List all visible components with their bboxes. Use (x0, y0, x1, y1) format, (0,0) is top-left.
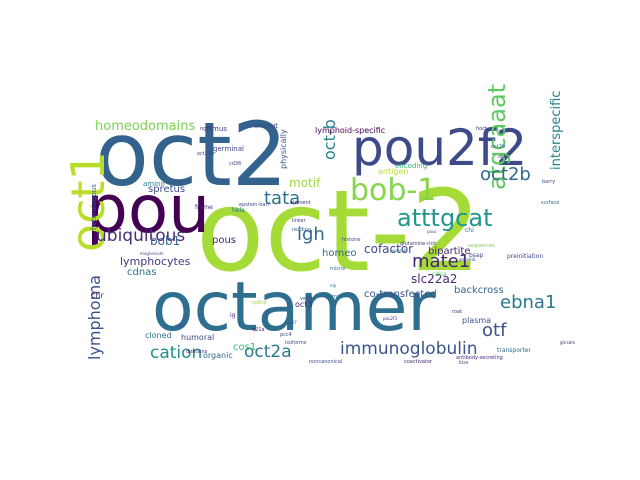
cloud-word: oct7 (288, 320, 297, 325)
cloud-word: histone (342, 237, 360, 243)
cloud-word: lymphoid-specific (315, 126, 385, 135)
cloud-word: cdnas (127, 267, 157, 278)
cloud-word: hela (232, 207, 245, 214)
cloud-word: antigen (378, 167, 408, 176)
cloud-word: linker (292, 218, 307, 224)
cloud-word: immunoglobulin (340, 339, 478, 359)
cloud-word: coactivator (404, 359, 433, 365)
cloud-word: pou2f2 (352, 119, 527, 177)
cloud-word: homeodomains (95, 119, 195, 134)
cloud-word: atgcaaat (483, 84, 511, 190)
cloud-word: pous (212, 235, 236, 246)
cloud-word: cloned (145, 331, 172, 340)
cloud-word: magnesium (140, 251, 164, 256)
cloud-word: atttgcat (397, 204, 492, 232)
cloud-word: reading (292, 227, 311, 233)
cloud-word: otf (482, 320, 507, 341)
cloud-word: isoforms (285, 340, 307, 346)
cloud-word: slc22a2 (411, 272, 457, 286)
cloud-word: octamer (152, 268, 435, 347)
cloud-word: cos1 (233, 342, 256, 353)
cloud-word: mus (212, 125, 227, 133)
cloud-word: ig (230, 312, 236, 319)
cloud-word: oct1 (61, 151, 115, 252)
cloud-word: ngf3 (200, 126, 211, 132)
cloud-word: oct-b (320, 119, 339, 160)
cloud-word: splice (252, 300, 266, 306)
cloud-word: amino (143, 180, 165, 188)
cloud-word: tata (264, 188, 300, 209)
cloud-word: element (290, 200, 311, 206)
cloud-word: cd36 (229, 161, 241, 167)
cloud-word: epstein-barr (239, 202, 270, 208)
cloud-word: domains (186, 349, 208, 355)
cloud-word: pouc (427, 229, 437, 234)
cloud-word: heterologous (90, 184, 98, 230)
cloud-word: igh (297, 224, 325, 245)
cloud-word: cdna (432, 271, 447, 278)
cloud-word: motif (289, 176, 321, 190)
cloud-word: oct2b (480, 164, 531, 185)
cloud-word: glutamine-rich (400, 241, 436, 247)
cloud-word: humoral (181, 333, 214, 342)
cloud-word: gefinitib (459, 257, 476, 262)
cloud-word: antibody-secreting (456, 355, 503, 361)
cloud-word: verdin (300, 296, 316, 302)
cloud-word: roat (452, 309, 462, 315)
cloud-word: mate1 (412, 251, 470, 272)
cloud-word: kiss (459, 360, 469, 366)
cloud-word: sequences (468, 243, 495, 249)
cloud-word: oct3 (295, 300, 313, 309)
cloud-word: noncanonical (309, 359, 342, 365)
cloud-word: surface (541, 200, 559, 206)
cloud-word: encoding (395, 162, 427, 170)
cloud-word: transporter (497, 347, 531, 354)
cloud-word: physically (279, 129, 288, 169)
cloud-word: onecut (254, 122, 278, 130)
cloud-word: homeo (322, 248, 356, 259)
cloud-word: preinitiation (507, 253, 543, 260)
cloud-word: bsap (469, 252, 484, 259)
cloud-word: oct2 (498, 154, 509, 160)
cloud-word: bob-1 (350, 173, 436, 208)
cloud-word: ghrsdm (560, 340, 575, 345)
cloud-word: hoct (476, 126, 487, 132)
cloud-word: lymphocytes (120, 255, 191, 268)
cloud-word: chi (465, 227, 474, 234)
cloud-word: organic (203, 351, 233, 360)
cloud-word: lymphoma (85, 275, 104, 360)
cloud-word: rnd3 (332, 294, 344, 300)
cloud-word: bipartite (428, 246, 471, 257)
cloud-word: oct2a (244, 342, 292, 362)
cloud-word: plasma (462, 316, 491, 325)
cloud-word: interspecific (549, 91, 564, 170)
cloud-word: pou2f3 (383, 316, 397, 321)
cloud-word: cofactor (364, 242, 413, 256)
cloud-word: ctor (175, 323, 186, 329)
cloud-word: germinal (213, 145, 244, 153)
cloud-word: oct-2 (196, 167, 482, 297)
cloud-word: bob1 (150, 234, 180, 248)
cloud-word: backcross (454, 285, 504, 296)
cloud-word: barry (542, 179, 555, 185)
cloud-word: oct2b (491, 144, 505, 150)
cloud-word: oct2 (95, 103, 288, 206)
cloud-word: q21a (252, 327, 265, 333)
cloud-word: frame (195, 204, 213, 211)
cloud-word: chr (91, 291, 104, 300)
cloud-word: pgaamb (390, 248, 407, 253)
cloud-word: microi (330, 266, 345, 272)
cloud-word: nlp (330, 283, 337, 288)
cloud-word: ebna1 (500, 292, 556, 313)
cloud-word: spretus (148, 184, 185, 195)
cloud-word: pou (86, 171, 210, 248)
cloud-word: cation (150, 343, 202, 363)
cloud-word: oct2ab (197, 151, 214, 157)
cloud-word: ubiquitous (96, 226, 185, 246)
cloud-word: co-transfected (364, 289, 437, 300)
cloud-word: pcc4 (280, 332, 292, 338)
